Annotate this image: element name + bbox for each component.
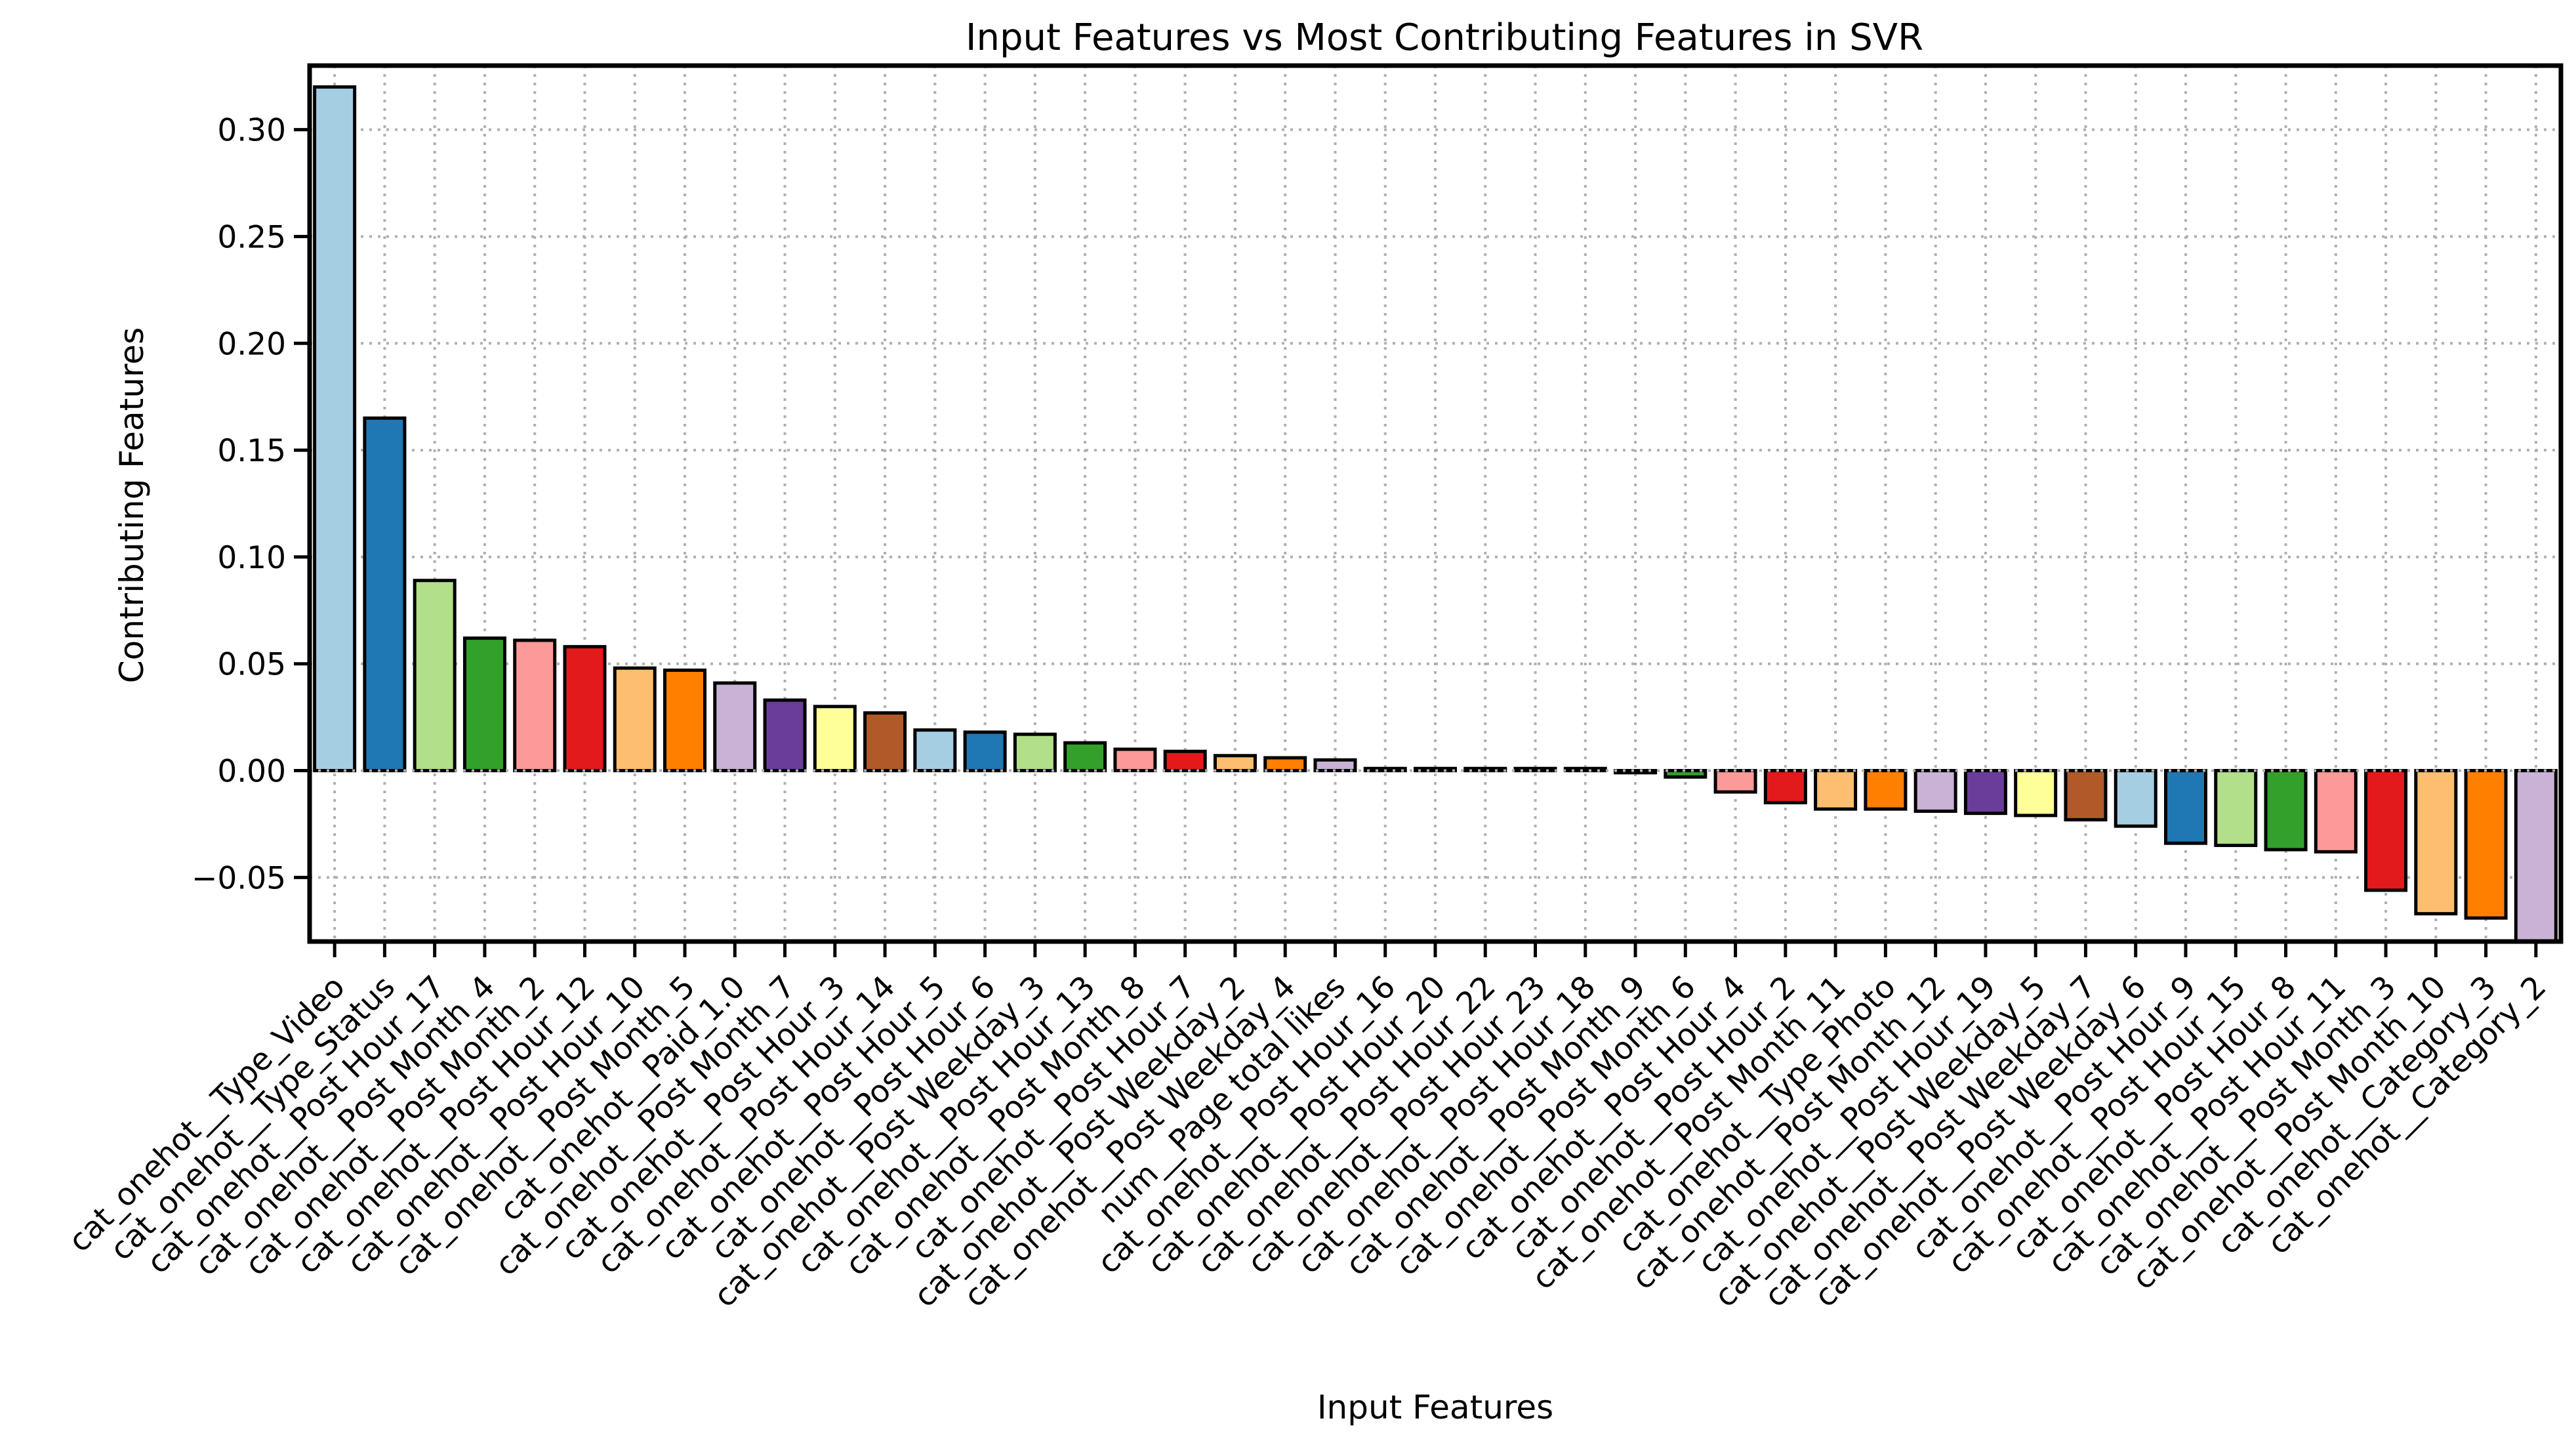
bar — [1913, 769, 1957, 813]
bar — [813, 705, 857, 773]
y-tick-label: 0.25 — [217, 219, 286, 255]
bar — [413, 579, 457, 773]
bar — [1664, 769, 1707, 779]
bar — [363, 416, 407, 773]
bar — [2514, 769, 2558, 943]
bar — [1213, 754, 1257, 773]
bar — [2064, 769, 2108, 821]
y-tick-label: 0.00 — [217, 754, 286, 790]
y-tick-label: 0.15 — [217, 433, 286, 469]
bar — [563, 645, 607, 773]
x-axis: cat_onehot__Type_Videocat_onehot__Type_S… — [62, 942, 2553, 1314]
bar — [2214, 769, 2258, 847]
y-axis: −0.05 0.00 0.05 0.10 0.15 0.20 0.25 0.30 — [192, 113, 310, 896]
bar — [513, 638, 557, 773]
bar — [713, 681, 757, 773]
bar — [1113, 747, 1157, 773]
y-tick-label: −0.05 — [192, 860, 286, 896]
bar — [2364, 769, 2408, 892]
y-tick-label: 0.30 — [217, 113, 286, 149]
bar — [2163, 769, 2208, 845]
bar — [1163, 749, 1207, 773]
bar — [2014, 769, 2058, 818]
bar — [1963, 769, 2007, 816]
bar — [2114, 769, 2157, 828]
chart-title: Input Features vs Most Contributing Feat… — [966, 16, 1923, 59]
bar — [763, 698, 807, 773]
bar — [963, 730, 1007, 773]
bar — [2314, 769, 2358, 854]
bar — [462, 636, 506, 773]
plot-frame — [307, 63, 2564, 944]
bar — [2264, 769, 2308, 852]
bar — [1063, 741, 1107, 773]
x-axis-label: Input Features — [1317, 1388, 1553, 1426]
bar — [2414, 769, 2458, 916]
bar — [613, 666, 657, 773]
bar — [2464, 769, 2508, 920]
y-axis-label: Contributing Features — [113, 327, 151, 683]
bar — [913, 728, 957, 773]
y-tick-label: 0.20 — [217, 326, 286, 362]
y-tick-label: 0.10 — [217, 540, 286, 576]
bar — [663, 668, 707, 773]
bars — [310, 85, 2561, 943]
bar — [863, 711, 907, 773]
bar — [1763, 769, 1807, 804]
bar — [1814, 769, 1858, 811]
bar — [1713, 769, 1757, 794]
bar — [1864, 769, 1908, 811]
bar — [1013, 732, 1057, 773]
y-tick-label: 0.05 — [217, 647, 286, 683]
bar — [313, 85, 357, 773]
bar — [1313, 758, 1357, 773]
bar — [1263, 756, 1307, 773]
